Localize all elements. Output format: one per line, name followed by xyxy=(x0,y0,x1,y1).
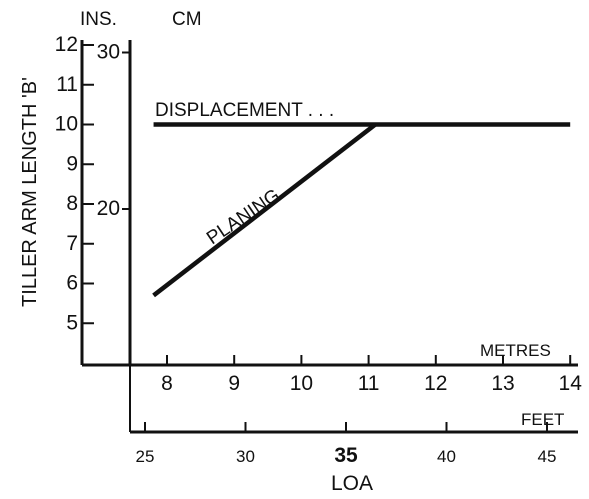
metres-tick-label: 8 xyxy=(161,372,173,395)
cm-tick-label: 30 xyxy=(97,41,120,64)
metres-tick-label: 10 xyxy=(290,372,313,395)
inch-tick-label: 7 xyxy=(66,232,78,255)
metres-axis-units: METRES xyxy=(480,341,551,360)
y-axis-title: TILLER ARM LENGTH 'B' xyxy=(19,77,41,307)
inch-tick-label: 11 xyxy=(56,73,78,96)
feet-tick-label: 35 xyxy=(334,444,358,467)
planing-label: PLANING xyxy=(203,185,284,249)
metres-tick-label: 9 xyxy=(228,372,240,395)
inch-tick-label: 8 xyxy=(66,192,78,215)
feet-axis-ticks: 25 30 35 40 45 xyxy=(136,422,557,467)
feet-tick-label: 40 xyxy=(437,447,456,466)
metres-axis-ticks: 8 9 10 11 12 13 14 xyxy=(161,355,582,395)
feet-axis-units: FEET xyxy=(521,410,564,429)
y-units-inches: INS. xyxy=(80,9,117,30)
displacement-label: DISPLACEMENT . . . xyxy=(155,100,334,121)
inch-tick-label: 5 xyxy=(66,311,78,334)
feet-tick-label: 30 xyxy=(236,447,255,466)
metres-tick-label: 12 xyxy=(424,372,447,395)
inch-axis-ticks: 5 6 7 8 9 10 11 12 xyxy=(55,33,94,334)
inch-tick-label: 6 xyxy=(66,272,78,295)
cm-tick-label: 20 xyxy=(97,197,120,220)
feet-tick-label: 45 xyxy=(538,447,557,466)
inch-tick-label: 10 xyxy=(55,113,78,136)
series-lines xyxy=(152,122,571,298)
inch-tick-label: 12 xyxy=(55,33,78,56)
metres-tick-label: 11 xyxy=(358,372,380,395)
feet-tick-label: 25 xyxy=(136,447,155,466)
metres-tick-label: 13 xyxy=(491,372,514,395)
planing-line xyxy=(152,122,377,298)
metres-tick-label: 14 xyxy=(559,372,583,395)
inch-tick-label: 9 xyxy=(66,152,78,175)
y-units-cm: CM xyxy=(172,9,202,30)
x-axis-title: LOA xyxy=(331,472,373,495)
